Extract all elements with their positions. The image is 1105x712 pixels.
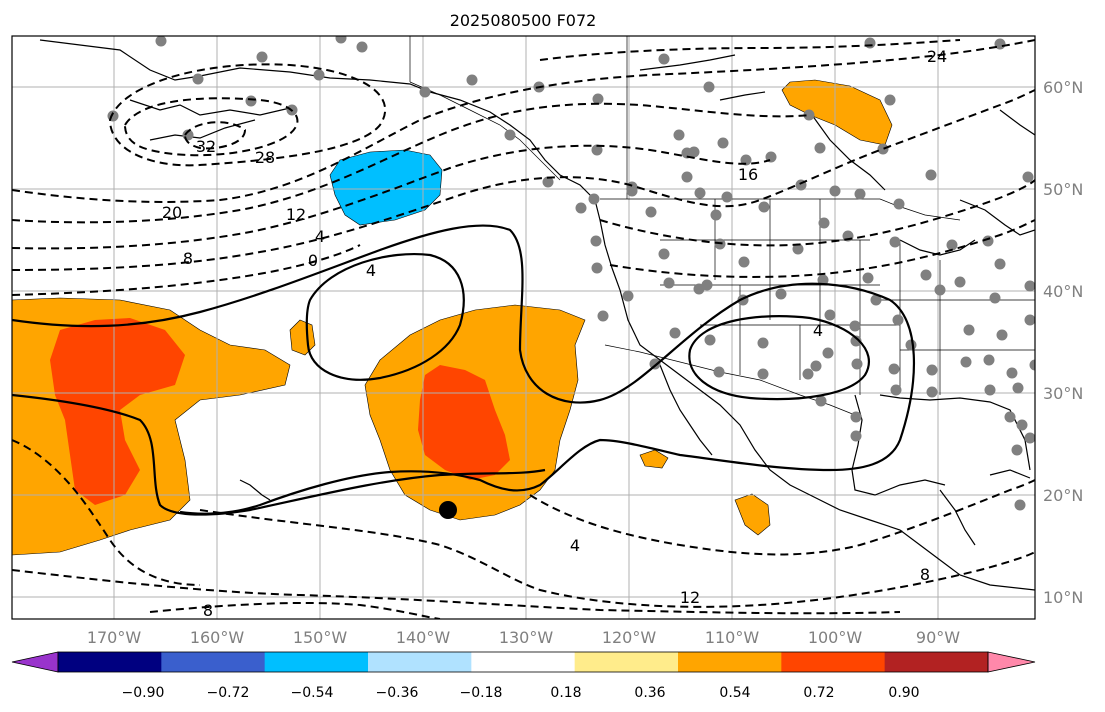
latitude-labels: 60°N 50°N 40°N 30°N 20°N 10°N <box>1043 78 1083 607</box>
contour-label: 4 <box>315 227 325 246</box>
graticule <box>12 36 1035 619</box>
lon-label: 90°W <box>916 628 960 647</box>
contour-label: 0 <box>308 251 318 270</box>
lon-label: 170°W <box>87 628 142 647</box>
lat-label: 10°N <box>1043 588 1083 607</box>
colorbar-segment <box>58 652 162 672</box>
colorbar-tick: 0.72 <box>803 685 834 701</box>
dashed-contours <box>12 39 1035 619</box>
contour-labels: 24 32 28 20 12 16 8 4 0 4 4 4 12 8 8 <box>162 47 947 620</box>
lon-label: 130°W <box>499 628 554 647</box>
contour-label: 20 <box>162 203 182 222</box>
colorbar-segment <box>678 652 782 672</box>
colorbar-segment <box>471 652 576 672</box>
colorbar-segment <box>161 652 266 672</box>
map-title: 2025080500 F072 <box>450 11 597 30</box>
contour-label: 8 <box>203 601 213 620</box>
colorbar-ticks: −0.90 −0.72 −0.54 −0.36 −0.18 0.18 0.36 … <box>122 685 920 701</box>
colorbar-segments <box>11 651 1036 673</box>
coastlines <box>39 39 1035 591</box>
colorbar-min-extend <box>11 651 59 673</box>
contour-label: 8 <box>920 565 930 584</box>
contour-label: 32 <box>196 137 216 156</box>
colorbar-tick: −0.90 <box>122 685 165 701</box>
small-orange-spot-2 <box>734 493 771 536</box>
map-area: 24 32 28 20 12 16 8 4 0 4 4 4 12 8 8 <box>12 36 1035 620</box>
lon-label: 140°W <box>396 628 451 647</box>
small-orange-spot-1 <box>639 449 669 469</box>
lon-label: 120°W <box>602 628 657 647</box>
lat-label: 30°N <box>1043 384 1083 403</box>
colorbar-segment <box>781 652 886 672</box>
colorbar-segment <box>264 652 369 672</box>
contour-label: 24 <box>927 47 947 66</box>
lon-label: 160°W <box>190 628 245 647</box>
contour-label: 28 <box>255 148 275 167</box>
colorbar-tick: −0.72 <box>207 685 250 701</box>
solid-contours <box>12 224 916 516</box>
lat-label: 60°N <box>1043 78 1083 97</box>
map-border <box>11 35 1036 620</box>
colorbar-segment <box>884 652 989 672</box>
colorbar-tick: 0.18 <box>550 685 581 701</box>
colorbar-segment <box>574 652 679 672</box>
lon-label: 110°W <box>705 628 760 647</box>
lat-label: 50°N <box>1043 180 1083 199</box>
colorbar-tick: −0.36 <box>376 685 419 701</box>
colorbar-tick: −0.18 <box>460 685 503 701</box>
contour-label: 12 <box>680 588 700 607</box>
borders <box>409 36 1035 416</box>
lon-label: 150°W <box>293 628 348 647</box>
central-red-region <box>418 365 510 480</box>
blue-region <box>329 149 443 226</box>
contour-label: 4 <box>570 536 580 555</box>
colorbar-tick: 0.36 <box>634 685 665 701</box>
station-dots <box>107 36 1035 511</box>
lon-label: 100°W <box>808 628 863 647</box>
colorbar-tick: 0.54 <box>719 685 750 701</box>
contour-label: 8 <box>183 249 193 268</box>
storm-position-marker <box>439 501 457 519</box>
longitude-labels: 170°W 160°W 150°W 140°W 130°W 120°W 110°… <box>87 628 960 647</box>
colorbar-max-extend <box>987 651 1036 673</box>
colorbar-tick: 0.90 <box>888 685 919 701</box>
colorbar: −0.90 −0.72 −0.54 −0.36 −0.18 0.18 0.36 … <box>11 651 1036 701</box>
contour-label: 12 <box>286 205 306 224</box>
contour-label: 4 <box>366 261 376 280</box>
lat-label: 20°N <box>1043 486 1083 505</box>
colorbar-outline <box>57 651 989 673</box>
contour-label: 4 <box>813 321 823 340</box>
contour-label: 16 <box>738 165 758 184</box>
lat-label: 40°N <box>1043 282 1083 301</box>
colorbar-tick: −0.54 <box>291 685 334 701</box>
colorbar-segment <box>368 652 472 672</box>
